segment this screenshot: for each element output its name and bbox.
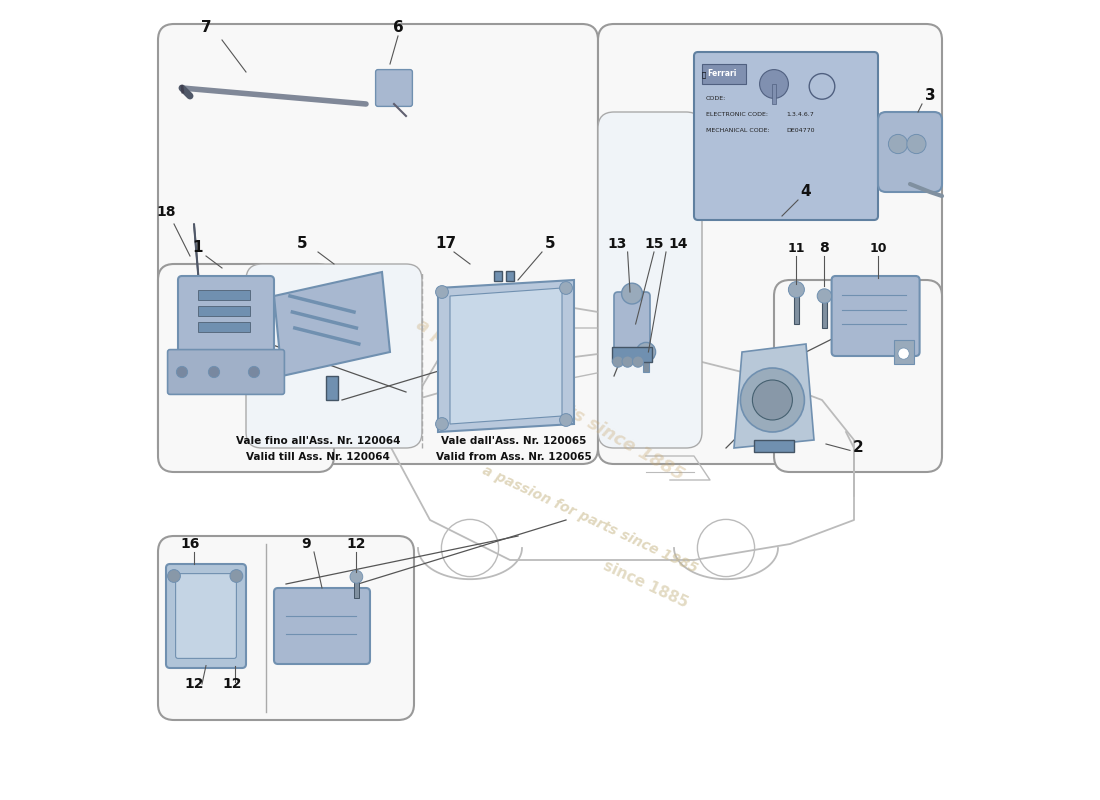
Bar — [822, 298, 827, 328]
Text: 14: 14 — [669, 237, 688, 251]
Bar — [772, 84, 775, 104]
Circle shape — [740, 368, 804, 432]
Text: Vale fino all'Ass. Nr. 120064: Vale fino all'Ass. Nr. 120064 — [235, 436, 400, 446]
Text: 6: 6 — [393, 20, 404, 35]
FancyBboxPatch shape — [178, 276, 274, 364]
Text: 16: 16 — [180, 537, 200, 551]
FancyBboxPatch shape — [694, 52, 878, 220]
FancyBboxPatch shape — [274, 588, 370, 664]
FancyBboxPatch shape — [166, 564, 246, 668]
Bar — [894, 340, 914, 364]
Bar — [754, 440, 794, 452]
FancyBboxPatch shape — [375, 70, 412, 106]
Bar — [198, 322, 250, 332]
Polygon shape — [274, 272, 390, 376]
Bar — [198, 306, 250, 316]
Text: 3: 3 — [925, 88, 935, 103]
Text: Valid from Ass. Nr. 120065: Valid from Ass. Nr. 120065 — [436, 452, 592, 462]
Text: 8: 8 — [820, 241, 829, 255]
Text: Ferrari: Ferrari — [707, 69, 736, 78]
FancyBboxPatch shape — [878, 112, 942, 192]
FancyBboxPatch shape — [158, 264, 334, 472]
Text: 12: 12 — [185, 677, 204, 691]
Circle shape — [176, 366, 188, 378]
FancyBboxPatch shape — [176, 574, 236, 658]
Bar — [794, 292, 799, 324]
Text: CODE:: CODE: — [706, 96, 726, 101]
FancyBboxPatch shape — [774, 280, 942, 472]
Bar — [354, 578, 359, 598]
Text: a passion for parts since 1885: a passion for parts since 1885 — [412, 316, 688, 484]
Text: 9: 9 — [301, 537, 311, 551]
FancyBboxPatch shape — [614, 292, 650, 356]
Circle shape — [817, 289, 832, 303]
Text: 18: 18 — [156, 205, 176, 219]
Bar — [613, 347, 651, 362]
Circle shape — [906, 134, 926, 154]
Text: 2: 2 — [852, 440, 864, 455]
Circle shape — [350, 570, 363, 583]
Circle shape — [249, 366, 260, 378]
Circle shape — [436, 286, 449, 298]
FancyBboxPatch shape — [832, 276, 920, 356]
Text: 5: 5 — [544, 236, 556, 251]
Text: 13: 13 — [607, 237, 627, 251]
Text: MECHANICAL CODE:: MECHANICAL CODE: — [706, 128, 770, 133]
Circle shape — [898, 348, 910, 359]
Text: ELECTRONIC CODE:: ELECTRONIC CODE: — [706, 112, 768, 117]
FancyBboxPatch shape — [158, 536, 414, 720]
Text: 1: 1 — [192, 240, 204, 255]
Text: Vale dall'Ass. Nr. 120065: Vale dall'Ass. Nr. 120065 — [441, 436, 586, 446]
Text: 12: 12 — [346, 537, 366, 551]
FancyBboxPatch shape — [598, 24, 942, 464]
Circle shape — [789, 282, 804, 298]
Bar — [702, 64, 746, 84]
Circle shape — [889, 134, 908, 154]
Text: 5: 5 — [297, 236, 307, 251]
Text: 7: 7 — [200, 20, 211, 35]
FancyBboxPatch shape — [167, 350, 285, 394]
Text: 10: 10 — [869, 242, 887, 255]
Text: 11: 11 — [788, 242, 805, 255]
Circle shape — [208, 366, 220, 378]
Circle shape — [613, 356, 624, 367]
Text: a passion for parts since 1985: a passion for parts since 1985 — [480, 464, 700, 576]
Circle shape — [436, 418, 449, 430]
Bar — [506, 271, 514, 281]
Circle shape — [167, 570, 180, 582]
Circle shape — [560, 282, 572, 294]
FancyBboxPatch shape — [246, 264, 422, 448]
Polygon shape — [326, 376, 338, 400]
Circle shape — [560, 414, 572, 426]
Circle shape — [621, 283, 642, 304]
Circle shape — [760, 70, 789, 98]
Text: Valid till Ass. Nr. 120064: Valid till Ass. Nr. 120064 — [246, 452, 389, 462]
Text: DE04770: DE04770 — [786, 128, 814, 133]
FancyBboxPatch shape — [158, 24, 598, 464]
Text: 17: 17 — [436, 236, 456, 251]
FancyBboxPatch shape — [598, 112, 702, 448]
Circle shape — [621, 356, 634, 367]
Text: 15: 15 — [645, 237, 663, 251]
Text: 4: 4 — [801, 184, 812, 199]
Text: since 1885: since 1885 — [601, 558, 691, 610]
Polygon shape — [450, 288, 562, 424]
Circle shape — [632, 356, 644, 367]
Bar — [198, 290, 250, 300]
Circle shape — [637, 342, 656, 362]
Text: 1.3.4.6.7: 1.3.4.6.7 — [786, 112, 814, 117]
Polygon shape — [438, 280, 574, 432]
Circle shape — [230, 570, 243, 582]
Text: 🐎: 🐎 — [702, 71, 706, 78]
Text: 12: 12 — [222, 677, 242, 691]
Polygon shape — [734, 344, 814, 448]
Circle shape — [752, 380, 792, 420]
Bar — [494, 271, 502, 281]
Bar — [642, 352, 649, 372]
